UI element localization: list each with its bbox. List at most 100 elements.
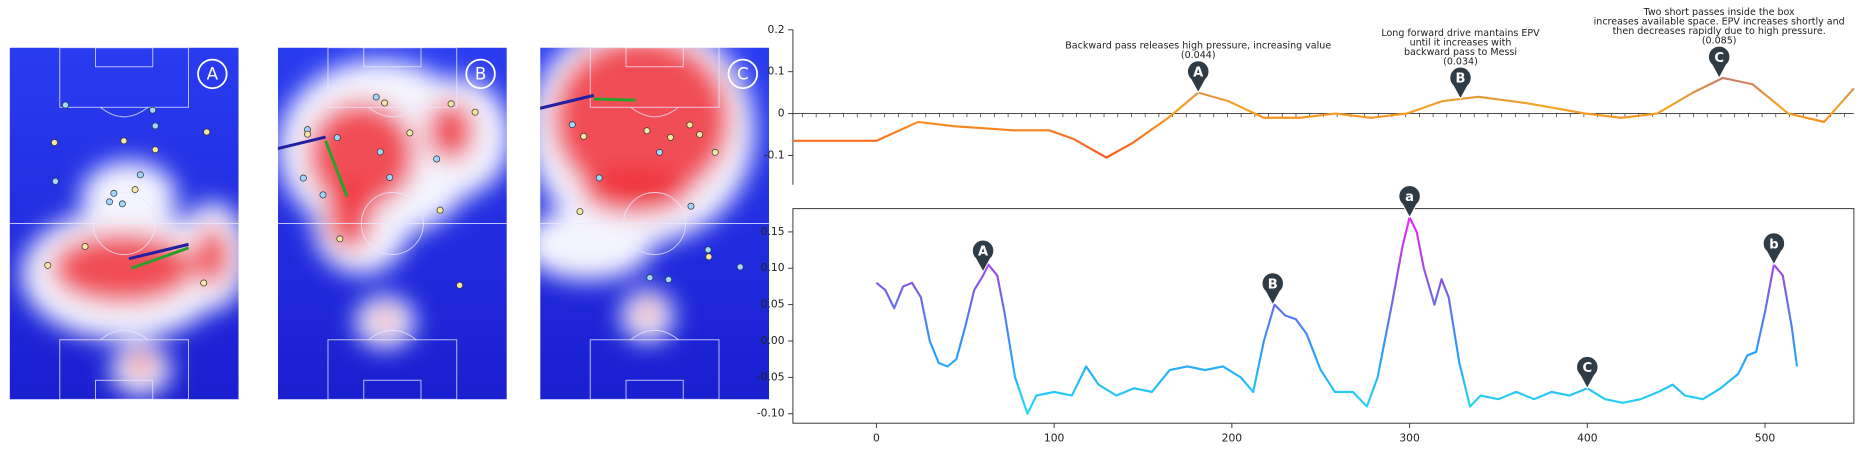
pitch-line xyxy=(630,329,679,341)
marker-label: B xyxy=(1455,72,1465,87)
player xyxy=(456,281,464,289)
heat-red xyxy=(307,101,416,209)
player xyxy=(447,100,455,108)
heat-red xyxy=(637,302,658,322)
player xyxy=(386,173,394,181)
marker-pin xyxy=(1708,45,1731,79)
x-tick-label: 500 xyxy=(1755,432,1776,445)
heat-red xyxy=(375,309,395,330)
marker-pin xyxy=(1398,185,1421,219)
player xyxy=(62,101,69,109)
player xyxy=(736,263,744,271)
player xyxy=(686,121,694,129)
pitch-panel xyxy=(9,47,239,400)
player xyxy=(120,137,128,145)
marker-pin xyxy=(1576,356,1599,390)
pitch-line xyxy=(360,192,424,255)
y-tick-label: -0.10 xyxy=(757,407,785,420)
player xyxy=(203,128,211,136)
pitch-line xyxy=(92,192,156,255)
marker-label: C xyxy=(1582,361,1592,376)
pass-arrow xyxy=(324,140,349,198)
player xyxy=(696,131,704,139)
pitch-line xyxy=(99,106,149,118)
player xyxy=(151,146,159,154)
player xyxy=(319,191,327,199)
annotation-text: backward pass to Messi xyxy=(1404,47,1517,58)
y-tick-label: 0.2 xyxy=(768,23,785,36)
annotation-text: increases available space. EPV increases… xyxy=(1594,16,1845,27)
player xyxy=(568,121,576,129)
y-tick-label: 0.05 xyxy=(761,298,785,311)
pitch-line xyxy=(95,47,154,68)
player xyxy=(136,171,144,179)
marker-label: b xyxy=(1769,237,1778,252)
heat-white xyxy=(540,208,654,281)
player xyxy=(149,106,157,114)
player xyxy=(131,186,139,194)
panel-label-ring xyxy=(197,58,228,90)
marker-label: B xyxy=(1268,277,1278,292)
pitch-panel xyxy=(540,47,770,400)
pitch-line xyxy=(589,47,720,108)
pitch-line xyxy=(368,329,417,341)
heat-red xyxy=(128,351,153,376)
x-tick-label: 0 xyxy=(873,432,880,445)
pitch-line xyxy=(327,47,458,108)
x-tick-label: 400 xyxy=(1577,432,1598,445)
panel-label: A xyxy=(207,65,219,84)
marker-pin xyxy=(1762,232,1786,266)
player xyxy=(704,246,712,254)
player xyxy=(665,276,672,284)
heat-red xyxy=(426,101,475,161)
annotation-text: Two short passes inside the box xyxy=(1643,7,1795,18)
heat-white xyxy=(81,160,177,233)
annotation-text: (0.034) xyxy=(1443,56,1478,67)
player xyxy=(333,134,341,142)
player xyxy=(110,189,118,197)
player xyxy=(705,253,713,261)
heat-blobs xyxy=(21,160,239,396)
annotation-text: (0.044) xyxy=(1181,50,1216,61)
player xyxy=(580,132,588,140)
player xyxy=(336,235,344,243)
heat-red xyxy=(552,47,731,203)
panel-label-ring xyxy=(727,58,759,90)
pitch-panel xyxy=(277,47,507,400)
player xyxy=(646,274,654,282)
y-tick-label: -0.05 xyxy=(757,370,785,383)
player xyxy=(376,148,384,156)
line-series xyxy=(792,76,1855,159)
pass-arrow xyxy=(593,97,636,102)
y-tick-label: 0.1 xyxy=(768,65,785,78)
annotation-text: (0.085) xyxy=(1702,36,1737,47)
player xyxy=(81,243,89,250)
player xyxy=(687,202,695,210)
line-series xyxy=(875,216,1799,415)
marker-pin xyxy=(1449,66,1472,100)
pitch-line xyxy=(625,379,684,400)
pitch-line xyxy=(589,339,720,400)
marker-label: a xyxy=(1405,190,1414,205)
pass-arrow xyxy=(540,93,595,110)
pitch-line xyxy=(59,47,189,108)
heat-red xyxy=(325,178,374,251)
heat-red xyxy=(194,226,231,287)
panel-label: C xyxy=(737,65,749,84)
pitch-line xyxy=(363,379,422,400)
marker-label: A xyxy=(978,245,989,260)
pitch-line xyxy=(363,47,422,68)
player xyxy=(406,129,414,137)
marker-pin xyxy=(1261,272,1284,306)
panel-label: B xyxy=(475,65,486,84)
heat-red xyxy=(581,166,690,215)
pitch-line xyxy=(95,379,154,400)
player xyxy=(44,261,52,269)
player xyxy=(381,99,389,107)
marker-pin xyxy=(1187,60,1210,94)
player xyxy=(106,198,113,206)
player xyxy=(595,174,603,182)
annotation-text: Long forward drive mantains EPV xyxy=(1381,28,1540,39)
x-tick-label: 200 xyxy=(1222,432,1243,445)
